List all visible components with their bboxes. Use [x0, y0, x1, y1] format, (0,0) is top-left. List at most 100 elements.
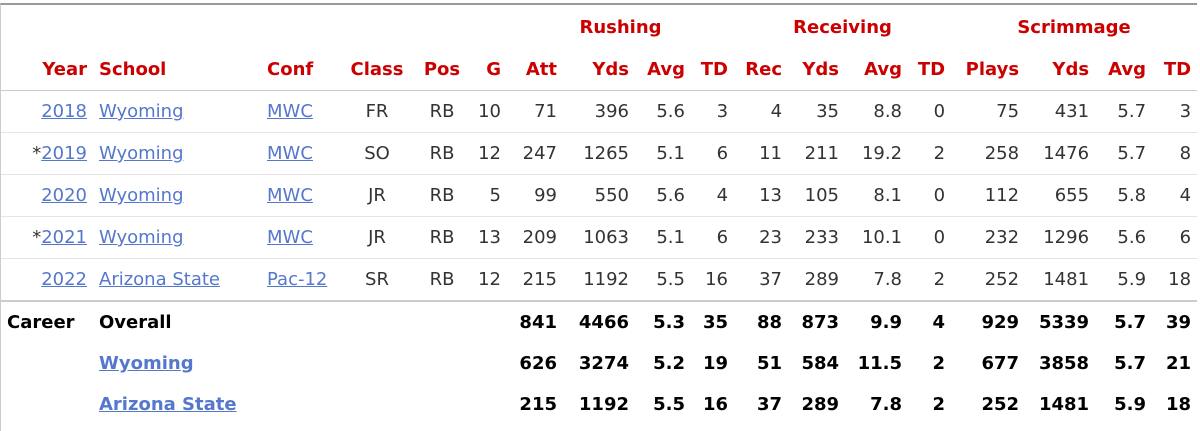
stat-cell: SO — [341, 132, 413, 175]
table-head: Rushing Receiving Scrimmage Year School Conf C… — [1, 5, 1197, 91]
conf-link[interactable]: MWC — [267, 143, 313, 164]
stats-panel: Rushing Receiving Scrimmage Year School Conf C… — [0, 3, 1198, 431]
stat-cell: 10 — [471, 90, 507, 133]
stat-cell: 3 — [1152, 90, 1198, 133]
stat-cell: 247 — [507, 132, 563, 175]
stat-cell: 232 — [951, 216, 1026, 259]
all-america-marker: * — [32, 143, 42, 164]
stat-cell: 258 — [951, 132, 1026, 175]
school-link[interactable]: Wyoming — [99, 227, 184, 248]
column-header: TD — [917, 59, 946, 80]
school-link[interactable]: Arizona State — [99, 269, 220, 290]
season-row: *2021 Wyoming MWC JR RB 13 209 1063 5.1 6 23 233 10.… — [1, 216, 1198, 259]
stat-cell: 1063 — [563, 216, 635, 259]
stat-cell: 16 — [702, 394, 729, 415]
stat-cell: 5.9 — [1095, 258, 1153, 301]
stat-cell: 8.8 — [845, 90, 909, 133]
stat-cell: 7.8 — [870, 394, 903, 415]
stat-cell: 5.1 — [635, 132, 691, 175]
year-link[interactable]: 2022 — [41, 269, 87, 290]
stat-cell: 8 — [1152, 132, 1198, 175]
stat-cell: 5.1 — [635, 216, 691, 259]
stat-cell: 0 — [908, 90, 952, 133]
stat-cell: 37 — [756, 394, 783, 415]
stat-cell: 550 — [563, 174, 635, 217]
stat-cell: RB — [413, 132, 471, 175]
school-link[interactable]: Wyoming — [99, 185, 184, 206]
stat-cell: 10.1 — [845, 216, 909, 259]
total-label-cell — [1, 343, 93, 384]
blank-cell — [261, 343, 341, 384]
table-totals: Career Overall 841 4466 5.3 35 88 873 9.9 4 929 533… — [1, 300, 1198, 425]
column-header: TD — [1163, 59, 1192, 80]
conf-link[interactable]: MWC — [267, 101, 313, 122]
conf-cell: MWC — [261, 174, 341, 217]
stat-cell: 3274 — [578, 353, 629, 374]
total-school-cell: Arizona State — [93, 384, 261, 425]
stat-cell: 4 — [908, 300, 952, 343]
conf-link[interactable]: MWC — [267, 185, 313, 206]
year-link[interactable]: 2021 — [41, 227, 87, 248]
blank-cell — [413, 343, 471, 384]
stat-cell: 3858 — [1038, 353, 1090, 374]
blank-cell — [261, 300, 341, 343]
stat-cell: 252 — [951, 258, 1026, 301]
column-header: Pos — [423, 59, 461, 80]
stat-cell: 252 — [981, 394, 1020, 415]
blank-cell — [1, 5, 507, 49]
conf-link[interactable]: MWC — [267, 227, 313, 248]
stat-cell: 5339 — [1025, 300, 1096, 343]
stat-cell: 3 — [691, 90, 735, 133]
stat-cell: 5.6 — [1095, 216, 1153, 259]
stat-cell: 233 — [788, 216, 846, 259]
school-link[interactable]: Wyoming — [99, 353, 194, 374]
stat-cell: 1481 — [1025, 258, 1096, 301]
stat-cell: 431 — [1025, 90, 1096, 133]
column-header: Plays — [965, 59, 1020, 80]
stat-cell: 35 — [788, 90, 846, 133]
stat-cell: 4 — [691, 174, 735, 217]
stat-cell: 75 — [951, 90, 1026, 133]
stat-cell: 12 — [471, 132, 507, 175]
stat-cell: 1192 — [563, 258, 635, 301]
column-header: G — [486, 59, 501, 80]
stat-cell: 5.3 — [635, 300, 691, 343]
stat-cell: 1192 — [578, 394, 629, 415]
stat-cell: 1476 — [1025, 132, 1096, 175]
school-cell: Wyoming — [93, 174, 261, 217]
stat-cell: 841 — [507, 300, 563, 343]
column-header: Att — [525, 59, 557, 80]
stat-cell: 16 — [691, 258, 735, 301]
school-link[interactable]: Arizona State — [99, 394, 237, 415]
stat-cell: RB — [413, 90, 471, 133]
stat-cell: 0 — [908, 216, 952, 259]
stat-cell: 211 — [788, 132, 846, 175]
year-link[interactable]: 2020 — [41, 185, 87, 206]
stat-cell: 112 — [951, 174, 1026, 217]
all-america-marker: * — [32, 227, 42, 248]
column-header: Avg — [1108, 59, 1147, 80]
year-link[interactable]: 2019 — [41, 143, 87, 164]
stat-cell: 5 — [471, 174, 507, 217]
stat-cell: 4 — [734, 90, 789, 133]
stat-cell: FR — [341, 90, 413, 133]
stat-cell: 215 — [519, 394, 557, 415]
stat-cell: 2 — [932, 394, 946, 415]
blank-cell — [471, 384, 507, 425]
stat-cell: 18 — [1165, 394, 1192, 415]
total-label-cell: Career — [1, 300, 93, 343]
blank-cell — [261, 384, 341, 425]
season-row: 2018 Wyoming MWC FR RB 10 71 396 5.6 3 4 35 8.8 0 75 43… — [1, 90, 1198, 133]
total-school-cell: Overall — [93, 300, 261, 343]
year-link[interactable]: 2018 — [41, 101, 87, 122]
conf-link[interactable]: Pac-12 — [267, 269, 328, 290]
stat-cell: 209 — [507, 216, 563, 259]
school-link[interactable]: Wyoming — [99, 101, 184, 122]
stat-cell: JR — [341, 174, 413, 217]
stat-cell: 677 — [981, 353, 1020, 374]
stat-cell: 18 — [1152, 258, 1198, 301]
blank-cell — [341, 384, 413, 425]
school-link[interactable]: Wyoming — [99, 143, 184, 164]
blank-cell — [471, 343, 507, 384]
year-cell: *2021 — [1, 216, 93, 259]
